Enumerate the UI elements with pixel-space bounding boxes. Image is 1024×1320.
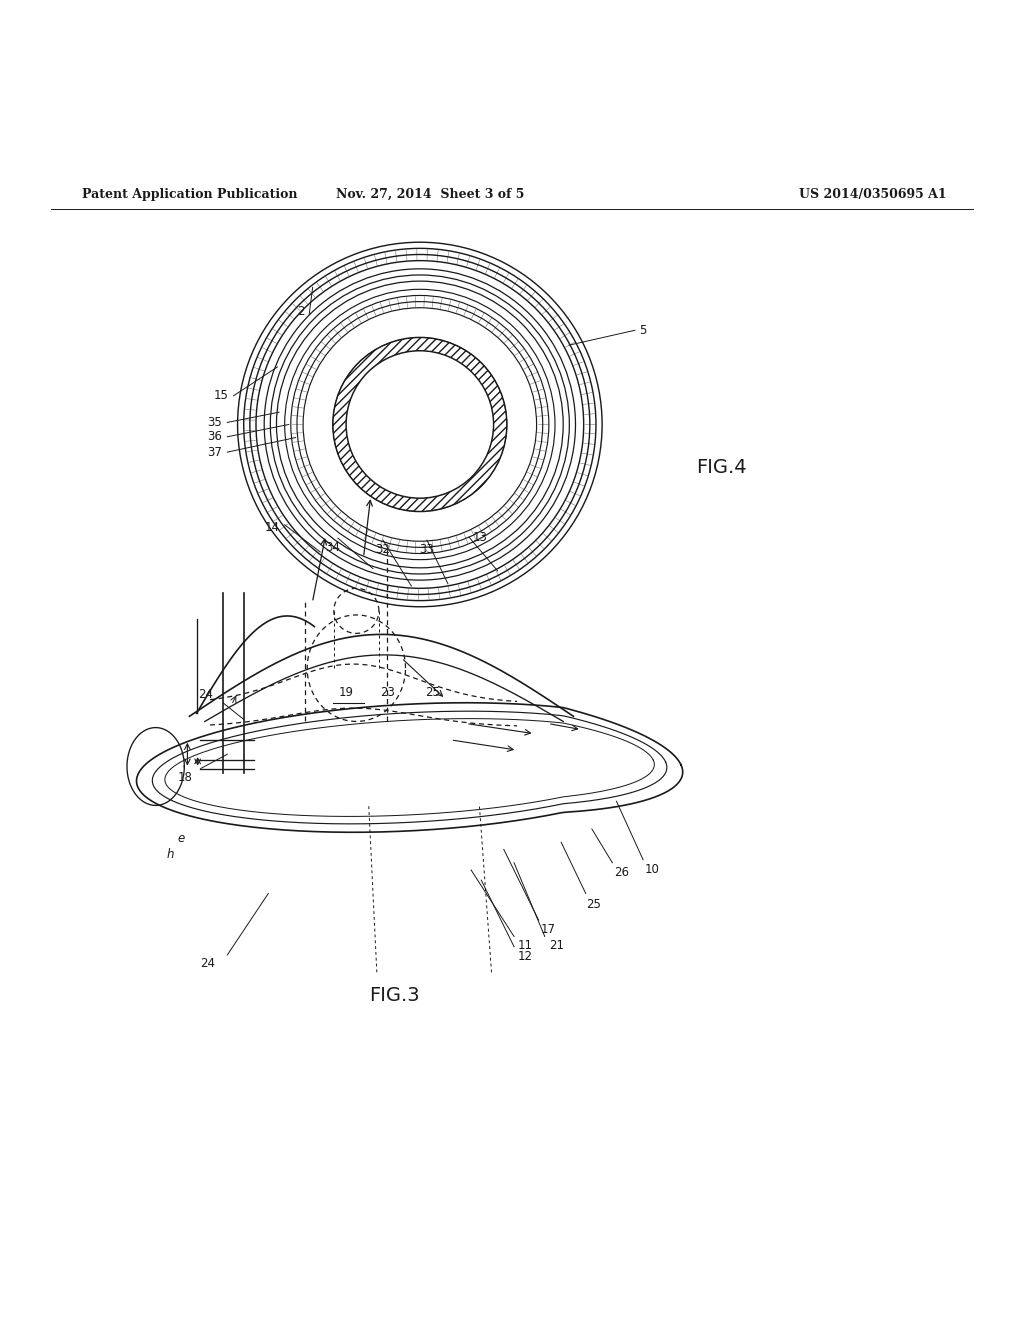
Text: 2: 2 xyxy=(297,305,304,318)
Text: 14: 14 xyxy=(264,521,280,535)
Text: 11: 11 xyxy=(518,939,534,952)
Text: 19: 19 xyxy=(339,686,353,698)
Text: 10: 10 xyxy=(645,863,660,875)
Circle shape xyxy=(333,338,507,512)
Text: 34: 34 xyxy=(326,541,340,554)
Text: 26: 26 xyxy=(614,866,630,879)
Text: e: e xyxy=(177,832,184,845)
Text: 36: 36 xyxy=(207,430,222,444)
Text: Patent Application Publication: Patent Application Publication xyxy=(82,187,297,201)
Text: 21: 21 xyxy=(549,939,564,952)
Text: 35: 35 xyxy=(208,416,222,429)
Text: 33: 33 xyxy=(420,544,434,556)
Text: FIG.4: FIG.4 xyxy=(696,458,746,477)
Text: 5: 5 xyxy=(639,323,646,337)
Text: 32: 32 xyxy=(376,544,390,556)
Text: 23: 23 xyxy=(380,686,394,698)
Text: 24: 24 xyxy=(200,957,215,970)
Text: 25: 25 xyxy=(586,898,601,911)
Text: FIG.3: FIG.3 xyxy=(369,986,420,1006)
Text: h: h xyxy=(167,847,174,861)
Text: 17: 17 xyxy=(541,923,556,936)
Text: 25: 25 xyxy=(425,686,439,698)
Circle shape xyxy=(346,351,494,498)
Text: US 2014/0350695 A1: US 2014/0350695 A1 xyxy=(799,187,946,201)
Text: Nov. 27, 2014  Sheet 3 of 5: Nov. 27, 2014 Sheet 3 of 5 xyxy=(336,187,524,201)
Text: 13: 13 xyxy=(473,531,488,544)
Text: 24: 24 xyxy=(198,688,213,701)
Text: 15: 15 xyxy=(213,389,228,403)
Text: 18: 18 xyxy=(177,771,193,784)
Text: 37: 37 xyxy=(207,446,222,458)
Text: 12: 12 xyxy=(518,950,534,962)
